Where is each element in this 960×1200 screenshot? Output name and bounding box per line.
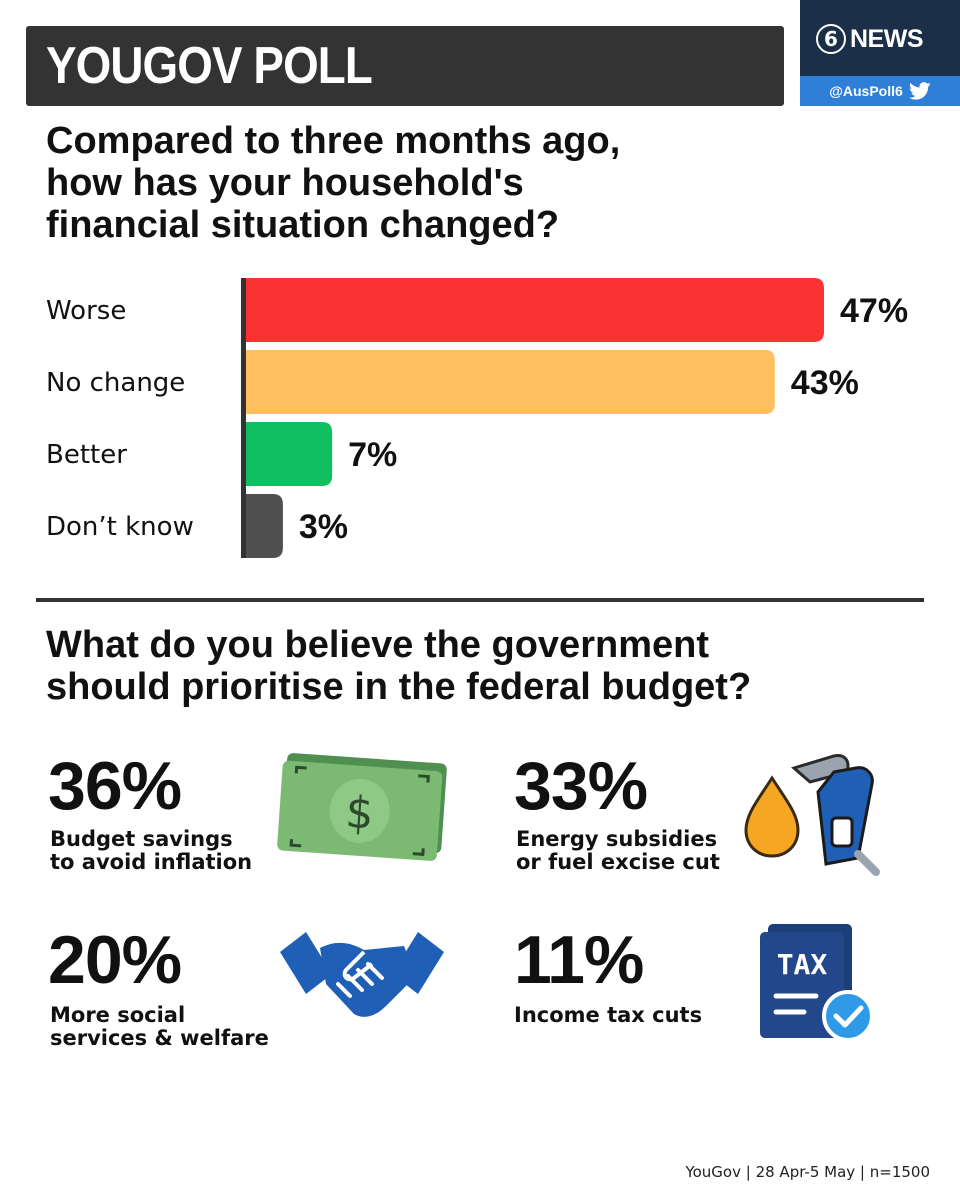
priority-label-line: to avoid inflation: [50, 850, 253, 874]
category-label: No change: [46, 368, 185, 398]
brand-logo-number: 6: [816, 24, 846, 54]
category-label: Better: [46, 440, 127, 470]
question-1-line: financial situation changed?: [46, 204, 560, 246]
social-handle-box[interactable]: @AusPoll6: [800, 76, 960, 106]
bar: [246, 278, 824, 342]
priority-label-social-services: More social services & welfare: [50, 1004, 290, 1050]
svg-text:$: $: [344, 787, 375, 840]
priority-value-budget-savings: 36%: [48, 748, 182, 824]
brand-logo-box: 6 NEWS: [800, 0, 960, 76]
bar: [246, 494, 283, 558]
category-label: Worse: [46, 296, 126, 326]
header-bar: YOUGOV POLL: [26, 26, 784, 106]
priority-label-line: Energy subsidies: [516, 827, 718, 851]
priority-value-energy-subsidies: 33%: [514, 748, 648, 824]
chart-axis-line: [241, 278, 246, 558]
handshake-icon: [280, 932, 444, 1017]
question-2-line: should prioritise in the federal budget?: [46, 666, 752, 708]
priority-label-energy-subsidies: Energy subsidies or fuel excise cut: [516, 828, 756, 874]
section-divider: [36, 598, 924, 602]
priority-label-budget-savings: Budget savings to avoid inflation: [50, 828, 290, 874]
question-1-title: Compared to three months ago, how has yo…: [46, 120, 926, 246]
svg-text:TAX: TAX: [777, 948, 828, 981]
question-1-line: how has your household's: [46, 162, 524, 204]
brand-logo-text: NEWS: [850, 24, 924, 53]
financial-situation-bar-chart: Worse 47% No change 43% Better 7% Don’t know 3%: [46, 278, 908, 558]
page-title: YOUGOV POLL: [46, 37, 373, 95]
brand-logo: 6 NEWS: [816, 24, 924, 54]
data-label: 43%: [791, 364, 859, 402]
money-icon: $: [277, 753, 447, 861]
social-handle[interactable]: @AusPoll6: [829, 83, 903, 99]
tax-document-icon: TAX: [760, 924, 874, 1042]
bar: [246, 350, 775, 414]
priority-label-line: services & welfare: [50, 1026, 269, 1050]
question-1-line: Compared to three months ago,: [46, 120, 621, 162]
priority-value-income-tax-cuts: 11%: [514, 922, 644, 998]
data-label: 7%: [348, 436, 397, 474]
bar: [246, 422, 333, 486]
priority-label-line: More social: [50, 1003, 186, 1027]
data-label: 3%: [299, 508, 348, 546]
question-2-title: What do you believe the government shoul…: [46, 624, 926, 708]
source-footnote: YouGov | 28 Apr-5 May | n=1500: [685, 1163, 930, 1181]
data-label: 47%: [840, 292, 908, 330]
priority-label-line: or fuel excise cut: [516, 850, 720, 874]
fuel-pump-icon: [744, 754, 880, 876]
question-2-line: What do you believe the government: [46, 624, 709, 666]
twitter-bird-icon: [908, 82, 931, 100]
category-label: Don’t know: [46, 512, 194, 542]
priority-value-social-services: 20%: [48, 922, 182, 998]
priority-label-line: Budget savings: [50, 827, 233, 851]
priority-label-line: Income tax cuts: [514, 1003, 703, 1027]
priority-label-income-tax-cuts: Income tax cuts: [514, 1004, 754, 1027]
